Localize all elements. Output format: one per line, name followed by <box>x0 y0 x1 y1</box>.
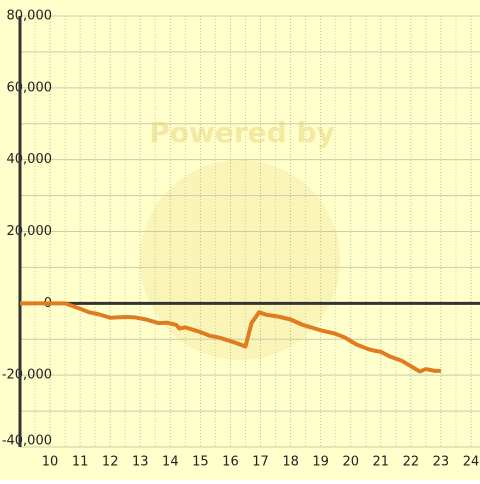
y-tick-label: -40,000 <box>2 434 52 449</box>
x-tick-label: 21 <box>373 455 390 470</box>
x-tick-label: 23 <box>433 455 450 470</box>
watermark-logo <box>140 160 340 360</box>
x-tick-label: 20 <box>342 455 359 470</box>
x-tick-label: 11 <box>72 455 89 470</box>
watermark: Powered by <box>149 116 335 149</box>
y-tick-label: 60,000 <box>7 80 53 95</box>
x-tick-label: 14 <box>162 455 179 470</box>
x-tick-label: 10 <box>42 455 59 470</box>
x-tick-label: 12 <box>102 455 119 470</box>
x-tick-label: 22 <box>403 455 420 470</box>
y-tick-label: 40,000 <box>7 152 53 167</box>
x-tick-label: 16 <box>222 455 239 470</box>
x-tick-label: 17 <box>252 455 269 470</box>
x-tick-label: 18 <box>282 455 299 470</box>
x-tick-label: 15 <box>192 455 209 470</box>
line <box>20 301 441 374</box>
x-tick-label: 24 <box>463 455 480 470</box>
y-tick-label: 20,000 <box>7 224 53 239</box>
y-tick-label: -20,000 <box>2 368 52 383</box>
x-tick-label: 19 <box>312 455 329 470</box>
x-tick-label: 13 <box>132 455 149 470</box>
y-tick-label: 80,000 <box>7 9 53 24</box>
